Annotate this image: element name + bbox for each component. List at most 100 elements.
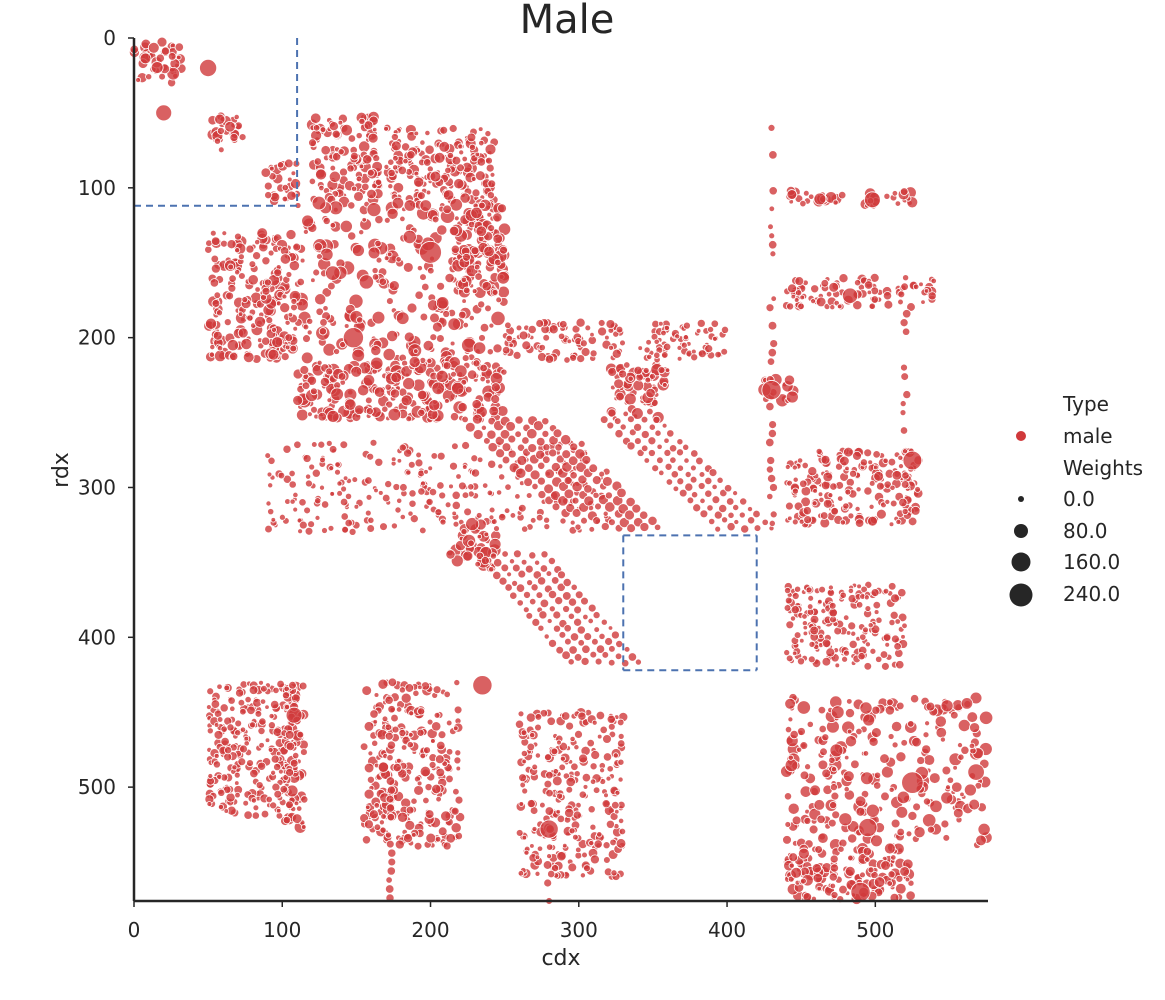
scatter-point-1817: [815, 296, 827, 308]
scatter-point-631: [378, 277, 387, 286]
scatter-point-2384: [445, 748, 454, 756]
scatter-point-1781: [799, 199, 807, 208]
scatter-point-3108: [217, 788, 226, 797]
scatter-point-3116: [289, 758, 299, 768]
scatter-point-2660: [582, 784, 589, 790]
scatter-point-3228: [336, 480, 343, 487]
scatter-point-261: [383, 125, 389, 132]
scatter-point-1876: [918, 281, 924, 288]
scatter-point-3676: [692, 503, 702, 513]
scatter-point-3347: [427, 465, 434, 472]
scatter-point-3896: [385, 803, 395, 813]
scatter-point-2998: [234, 791, 241, 799]
scatter-point-355: [470, 176, 477, 182]
scatter-point-3066: [269, 801, 278, 810]
scatter-point-3565: [501, 442, 512, 452]
scatter-point-539: [386, 251, 393, 258]
scatter-point-2261: [808, 640, 816, 648]
scatter-point-2271: [790, 605, 800, 615]
scatter-point-3463: [544, 354, 555, 364]
scatter-point-3908: [545, 770, 554, 780]
scatter-point-2782: [539, 709, 549, 718]
scatter-point-168: [312, 124, 321, 132]
scatter-point-553: [419, 312, 429, 322]
scatter-point-616: [479, 322, 490, 333]
scatter-point-2875: [596, 831, 603, 838]
scatter-point-3157: [264, 524, 273, 534]
scatter-point-1990: [784, 464, 791, 470]
scatter-point-3376: [348, 527, 357, 536]
scatter-point-2175: [891, 634, 900, 644]
scatter-point-3184: [577, 439, 586, 448]
scatter-point-3653: [588, 463, 598, 474]
scatter-point-619: [472, 341, 487, 355]
scatter-point-475: [347, 201, 356, 210]
scatter-point-3381: [365, 493, 373, 501]
scatter-point-19: [176, 54, 182, 61]
scatter-point-563: [351, 348, 365, 363]
scatter-point-3520: [714, 350, 722, 359]
scatter-point-1584: [813, 799, 826, 811]
scatter-point-3828: [598, 632, 606, 640]
scatter-point-2455: [373, 823, 382, 831]
scatter-point-2698: [591, 719, 598, 726]
scatter-point-1581: [830, 705, 845, 720]
scatter-point-190: [337, 148, 345, 156]
scatter-point-1388: [928, 772, 941, 784]
scatter-point-69: [238, 133, 247, 142]
scatter-point-579: [395, 256, 402, 263]
scatter-point-2254: [864, 641, 871, 648]
scatter-point-3465: [559, 320, 568, 329]
scatter-point-2578: [363, 788, 375, 800]
scatter-point-485: [386, 297, 394, 305]
scatter-point-1422: [922, 813, 937, 828]
scatter-point-641: [422, 340, 435, 352]
scatter-point-828: [237, 327, 249, 339]
scatter-point-1382: [891, 720, 903, 733]
scatter-point-3554: [531, 482, 539, 491]
scatter-point-3251: [543, 523, 551, 531]
scatter-point-2035: [902, 448, 908, 455]
scatter-point-2024: [884, 498, 891, 505]
scatter-point-568: [495, 296, 503, 304]
scatter-point-1858: [897, 290, 906, 299]
scatter-point-3532: [653, 338, 660, 345]
scatter-point-2082: [867, 515, 878, 527]
scatter-point-3122: [234, 719, 243, 728]
scatter-point-3742: [732, 490, 739, 497]
scatter-point-2713: [587, 805, 596, 814]
scatter-point-2209: [789, 615, 797, 622]
scatter-point-3692: [699, 497, 706, 505]
scatter-point-858: [281, 293, 288, 300]
scatter-point-2694: [570, 762, 579, 771]
scatter-point-1518: [969, 691, 983, 705]
scatter-point-2169: [807, 594, 815, 602]
scatter-point-3679: [714, 525, 722, 533]
scatter-point-2357: [282, 815, 292, 825]
scatter-point-3716: [654, 429, 662, 437]
scatter-point-1069: [373, 386, 386, 398]
scatter-point-1556: [859, 701, 873, 715]
scatter-point-1342: [452, 520, 460, 528]
scatter-point-37: [167, 52, 177, 61]
scatter-point-3479: [645, 339, 652, 346]
scatter-point-3544: [461, 415, 469, 424]
scatter-point-3602: [550, 462, 561, 473]
scatter-point-3847: [623, 646, 631, 653]
scatter-point-1837: [825, 291, 833, 298]
scatter-point-3262: [267, 482, 274, 489]
scatter-point-1216: [471, 288, 478, 294]
scatter-point-3801: [524, 564, 534, 574]
scatter-point-2986: [276, 679, 285, 689]
scatter-point-3522: [676, 344, 683, 351]
scatter-point-1616: [925, 701, 936, 712]
scatter-point-1857: [797, 302, 805, 311]
scatter-point-3866: [768, 420, 777, 430]
scatter-point-2816: [558, 741, 568, 752]
scatter-point-3472: [535, 319, 545, 328]
scatter-point-2479: [454, 831, 463, 841]
scatter-point-3533: [704, 344, 714, 354]
scatter-point-1079: [319, 376, 330, 387]
scatter-point-1749: [790, 866, 803, 879]
